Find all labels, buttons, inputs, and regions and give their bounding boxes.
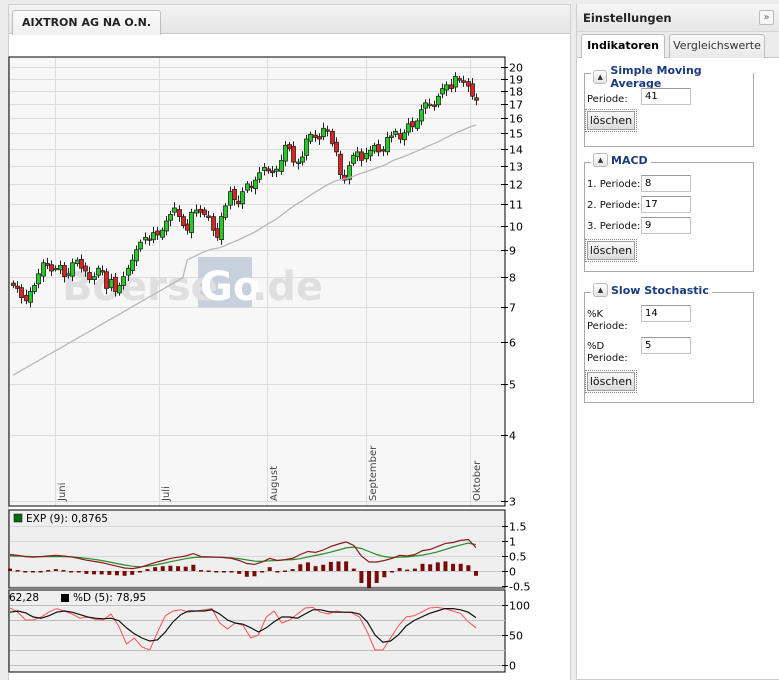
svg-text:13: 13 (509, 161, 523, 174)
collapse-icon[interactable]: » (759, 10, 774, 25)
svg-text:1.5: 1.5 (509, 521, 527, 534)
indicator-macd: ▲ MACD 1. Periode: 2. Periode: 3. Period… (584, 153, 754, 272)
settings-title: Einstellungen (583, 11, 672, 25)
settings-header: Einstellungen » (577, 4, 779, 32)
svg-text:-0.5: -0.5 (509, 581, 530, 594)
svg-text:19: 19 (509, 74, 523, 87)
svg-text:18: 18 (509, 86, 523, 99)
svg-text:12: 12 (509, 179, 523, 192)
svg-text:1: 1 (509, 536, 516, 549)
field-label: 3. Periode: (587, 221, 641, 232)
collapse-arrow-icon[interactable]: ▲ (593, 70, 608, 84)
svg-text:Juli: Juli (161, 486, 172, 502)
svg-text:14: 14 (509, 144, 523, 157)
tab-indikatoren[interactable]: Indikatoren (581, 34, 665, 59)
field-label: Periode: (587, 353, 628, 364)
stoch-d-period-input[interactable] (641, 337, 691, 354)
svg-text:11: 11 (509, 199, 523, 212)
stoch-k-period-input[interactable] (641, 305, 691, 322)
settings-panel: Einstellungen » Indikatoren Vergleichswe… (576, 4, 779, 680)
tab-vergleichswerte[interactable]: Vergleichswerte (669, 34, 765, 58)
svg-text:Go: Go (200, 264, 260, 310)
indicator-sma: ▲ Simple Moving Average Periode: löschen (584, 64, 754, 147)
delete-stochastic-button[interactable]: löschen (585, 370, 637, 393)
collapse-arrow-icon[interactable]: ▲ (593, 283, 608, 297)
svg-text:4: 4 (509, 430, 516, 443)
svg-text:8: 8 (509, 272, 516, 285)
svg-text:Oktober: Oktober (472, 460, 483, 501)
svg-text:10: 10 (509, 221, 523, 234)
indicator-title: MACD (611, 153, 648, 167)
field-label: Periode: (587, 94, 628, 105)
field-label: %D (587, 341, 605, 352)
indicator-list: ▲ Simple Moving Average Periode: löschen… (577, 58, 779, 680)
field-label: Periode: (587, 321, 628, 332)
svg-text:%D (5): 78,95: %D (5): 78,95 (73, 592, 146, 604)
delete-macd-button[interactable]: löschen (585, 239, 637, 262)
svg-text:20: 20 (509, 62, 523, 75)
svg-text:3: 3 (509, 496, 516, 509)
chart-tabbar: AIXTRON AG NA O.N. (9, 5, 570, 35)
svg-text:15: 15 (509, 128, 523, 141)
macd-period2-input[interactable] (641, 196, 691, 213)
field-label: %K (587, 309, 604, 320)
svg-text:.de: .de (252, 264, 323, 310)
svg-text:September: September (368, 445, 379, 501)
collapse-arrow-icon[interactable]: ▲ (593, 153, 608, 167)
svg-text:9: 9 (509, 245, 516, 258)
svg-text:5: 5 (509, 379, 516, 392)
indicator-stochastic: ▲ Slow Stochastic %K Periode: %D Periode… (584, 283, 754, 403)
svg-text:EXP (9): 0,8765: EXP (9): 0,8765 (26, 513, 108, 525)
svg-text:6: 6 (509, 337, 516, 350)
svg-text:62,28: 62,28 (9, 592, 39, 604)
indicator-title: Slow Stochastic (611, 283, 709, 297)
delete-sma-button[interactable]: löschen (585, 109, 637, 132)
indicator-title: Simple Moving Average (610, 64, 702, 90)
field-label: 1. Periode: (587, 179, 641, 190)
svg-text:Juni: Juni (57, 483, 68, 502)
svg-text:0: 0 (509, 660, 516, 673)
macd-period1-input[interactable] (641, 175, 691, 192)
svg-text:7: 7 (509, 302, 516, 315)
svg-text:50: 50 (509, 630, 523, 643)
svg-text:0: 0 (509, 566, 516, 579)
svg-text:August: August (269, 466, 280, 501)
svg-text:0.5: 0.5 (509, 551, 527, 564)
sma-period-input[interactable] (641, 88, 691, 105)
tab-aixtron[interactable]: AIXTRON AG NA O.N. (12, 10, 162, 35)
macd-period3-input[interactable] (641, 217, 691, 234)
svg-text:100: 100 (509, 600, 530, 613)
settings-tabs: Indikatoren Vergleichswerte (577, 32, 779, 59)
svg-text:16: 16 (509, 113, 523, 126)
field-label: 2. Periode: (587, 200, 641, 211)
svg-text:17: 17 (509, 99, 523, 112)
